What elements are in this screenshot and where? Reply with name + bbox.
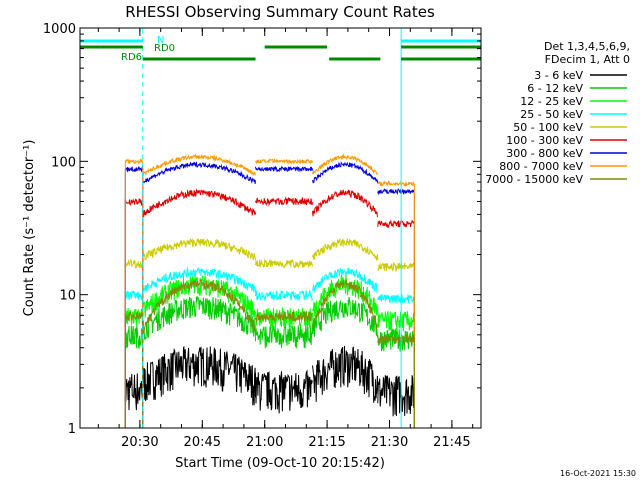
- legend-label-1: 6 - 12 keV: [527, 82, 583, 95]
- y-tick-label-1: 10: [59, 289, 76, 304]
- series-line-1: [124, 295, 415, 428]
- legend-label-6: 300 - 800 keV: [506, 147, 583, 160]
- x-tick-label-5: 21:45: [433, 435, 470, 450]
- x-tick-label-1: 20:45: [184, 435, 221, 450]
- plot-frame: [79, 27, 482, 429]
- x-tick-label-3: 21:15: [308, 435, 345, 450]
- y-axis-label: Count Rate (s⁻¹ detector⁻¹): [22, 140, 37, 317]
- legend-label-7: 800 - 7000 keV: [499, 160, 583, 173]
- legend-label-4: 50 - 100 keV: [513, 121, 583, 134]
- flag-label-rd6: RD6: [121, 52, 142, 63]
- series-line-8: [124, 278, 415, 428]
- x-tick-label-2: 21:00: [246, 435, 283, 450]
- legend: Det 1,3,4,5,6,9, FDecim 1, Att 0 3 - 6 k…: [485, 40, 630, 186]
- y-tick-label-2: 100: [51, 155, 76, 170]
- y-axis-ticks: 1 10 100 1000: [43, 22, 481, 437]
- chart-title: RHESSI Observing Summary Count Rates: [125, 3, 435, 21]
- footer-timestamp: 16-Oct-2021 15:30: [560, 469, 636, 478]
- series-line-5: [124, 188, 415, 428]
- series-line-0: [124, 345, 415, 428]
- series-line-4: [124, 237, 415, 428]
- legend-label-3: 25 - 50 keV: [520, 108, 583, 121]
- series-line-7: [124, 153, 415, 428]
- x-axis-label: Start Time (09-Oct-10 20:15:42): [175, 456, 385, 471]
- y-tick-label-0: 1: [68, 422, 76, 437]
- legend-header-line-1: Det 1,3,4,5,6,9,: [544, 40, 630, 53]
- x-tick-label-0: 20:30: [121, 435, 158, 450]
- series-line-3: [124, 266, 415, 428]
- legend-label-2: 12 - 25 keV: [520, 95, 583, 108]
- x-axis-ticks: 20:30 20:45 21:00 21:15 21:30 21:45: [97, 28, 474, 450]
- legend-label-5: 100 - 300 keV: [506, 134, 583, 147]
- flag-label-n: N: [157, 35, 164, 46]
- legend-header-line-2: FDecim 1, Att 0: [545, 53, 630, 66]
- legend-label-0: 3 - 6 keV: [534, 69, 583, 82]
- flag-label-rd0: RD0: [154, 43, 175, 54]
- legend-label-8: 7000 - 15000 keV: [485, 173, 583, 186]
- series-line-6: [124, 160, 415, 428]
- y-tick-label-3: 1000: [43, 22, 76, 37]
- x-tick-label-4: 21:30: [371, 435, 408, 450]
